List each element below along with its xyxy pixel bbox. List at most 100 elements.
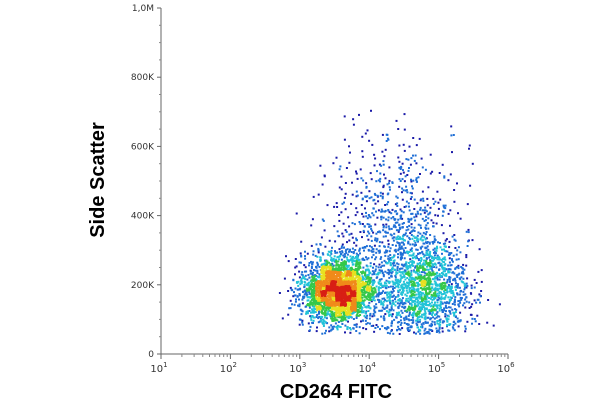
- data-point: [405, 200, 408, 203]
- data-point: [427, 300, 430, 303]
- data-point: [386, 331, 389, 334]
- data-point: [344, 317, 347, 320]
- data-point: [336, 230, 339, 233]
- data-point: [449, 173, 452, 176]
- data-point: [303, 285, 306, 288]
- data-point: [312, 269, 315, 271]
- data-point: [408, 254, 411, 257]
- data-point: [429, 172, 432, 175]
- data-point: [448, 306, 450, 309]
- data-point: [451, 259, 453, 262]
- data-point: [321, 321, 324, 324]
- data-point: [350, 286, 353, 288]
- data-point: [427, 213, 430, 216]
- data-point: [294, 273, 296, 276]
- data-point: [398, 328, 401, 330]
- data-point: [324, 300, 327, 303]
- data-point: [340, 175, 343, 178]
- data-point: [391, 244, 394, 246]
- data-point: [364, 195, 367, 198]
- data-point: [361, 135, 364, 138]
- data-point: [492, 324, 495, 327]
- data-point: [430, 259, 433, 262]
- data-point: [342, 316, 345, 319]
- data-point: [400, 299, 403, 302]
- data-point: [364, 312, 367, 315]
- data-point: [351, 308, 354, 311]
- data-point: [351, 236, 354, 239]
- data-point: [441, 288, 444, 291]
- data-point: [392, 283, 395, 286]
- data-point: [301, 271, 304, 274]
- data-point: [386, 133, 389, 136]
- data-point: [425, 277, 428, 280]
- data-point: [437, 207, 440, 210]
- data-point: [321, 294, 323, 297]
- data-point: [392, 288, 394, 290]
- data-point: [354, 281, 357, 284]
- data-point: [391, 302, 394, 305]
- data-point: [354, 260, 357, 263]
- data-point: [330, 259, 333, 261]
- data-point: [322, 284, 325, 287]
- data-point: [327, 295, 329, 297]
- data-point: [327, 299, 330, 301]
- data-point: [331, 303, 334, 306]
- data-point: [328, 330, 331, 333]
- data-point: [362, 229, 365, 232]
- data-point: [325, 299, 328, 302]
- data-point: [343, 274, 346, 276]
- data-point: [460, 298, 463, 301]
- data-point: [371, 291, 374, 294]
- data-point: [470, 313, 473, 316]
- data-point: [344, 192, 347, 195]
- data-point: [332, 296, 335, 299]
- data-point: [327, 307, 330, 309]
- data-point: [363, 249, 365, 252]
- data-point: [433, 303, 436, 306]
- data-point: [319, 299, 322, 302]
- data-point: [345, 230, 348, 233]
- data-point: [399, 278, 402, 281]
- data-point: [361, 291, 364, 294]
- data-point: [432, 308, 435, 311]
- data-point: [323, 283, 326, 286]
- data-point: [390, 234, 393, 237]
- data-point: [432, 288, 435, 291]
- data-point: [368, 139, 371, 142]
- data-point: [432, 248, 435, 251]
- data-point: [448, 252, 451, 255]
- data-point: [417, 258, 420, 260]
- data-point: [405, 189, 408, 192]
- data-point: [428, 262, 430, 264]
- data-point: [383, 308, 386, 310]
- data-point: [434, 282, 437, 285]
- data-point: [419, 275, 422, 278]
- data-point: [457, 258, 460, 261]
- data-point: [311, 304, 314, 307]
- data-point: [447, 296, 450, 299]
- data-point: [353, 303, 355, 306]
- data-point: [355, 239, 358, 242]
- data-point: [448, 240, 451, 243]
- data-point: [407, 285, 410, 288]
- data-point: [387, 219, 390, 222]
- data-point: [410, 217, 413, 220]
- data-point: [476, 314, 479, 317]
- data-point: [431, 263, 434, 266]
- data-point: [466, 203, 469, 206]
- data-point: [380, 301, 383, 304]
- data-point: [320, 299, 323, 302]
- data-point: [368, 271, 371, 274]
- data-point: [446, 324, 449, 327]
- data-point: [403, 239, 406, 242]
- data-point: [414, 284, 417, 287]
- data-point: [291, 289, 294, 292]
- data-point: [446, 278, 449, 281]
- data-point: [392, 302, 395, 305]
- data-point: [436, 190, 439, 193]
- data-point: [348, 304, 350, 307]
- data-point: [424, 281, 427, 284]
- data-point: [408, 305, 410, 308]
- data-point: [417, 252, 420, 255]
